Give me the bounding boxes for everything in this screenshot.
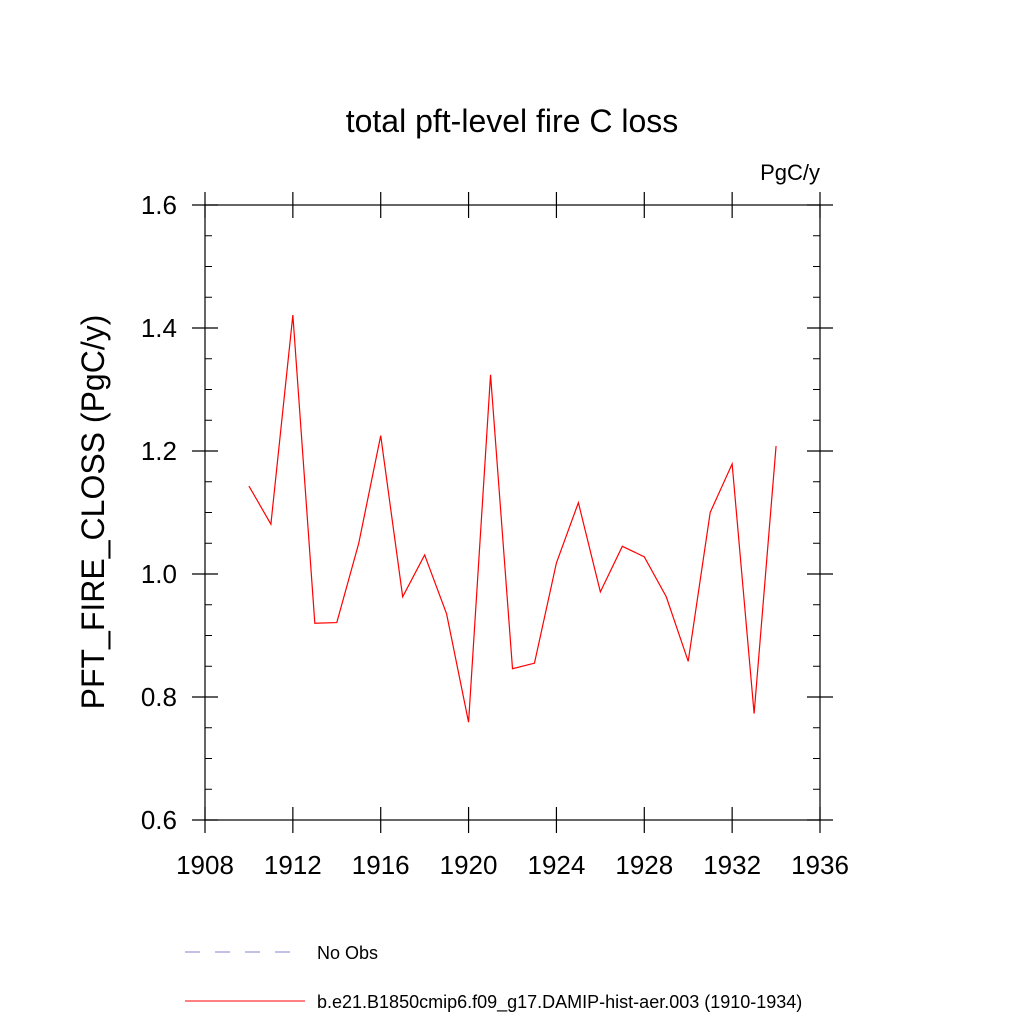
x-tick-label: 1928 bbox=[615, 850, 673, 880]
data-point bbox=[687, 660, 690, 663]
y-tick-label: 1.4 bbox=[141, 313, 177, 343]
data-point bbox=[335, 621, 338, 624]
data-point bbox=[753, 712, 756, 715]
y-tick-label: 1.0 bbox=[141, 559, 177, 589]
data-point bbox=[489, 373, 492, 376]
data-point bbox=[269, 523, 272, 526]
x-tick-label: 1924 bbox=[528, 850, 586, 880]
data-point bbox=[621, 545, 624, 548]
y-ticks: 0.6 0.8 1.0 1.2 1.4 1.6 bbox=[141, 190, 833, 835]
series-line bbox=[248, 315, 777, 723]
data-point bbox=[291, 314, 294, 317]
units-label: PgC/y bbox=[760, 160, 820, 185]
data-point bbox=[357, 542, 360, 545]
series-0 bbox=[247, 314, 778, 724]
data-point bbox=[599, 590, 602, 593]
x-tick-label: 1908 bbox=[176, 850, 234, 880]
y-tick-label: 1.6 bbox=[141, 190, 177, 220]
y-tick-label: 0.6 bbox=[141, 805, 177, 835]
data-point bbox=[379, 434, 382, 437]
data-point bbox=[643, 555, 646, 558]
data-point bbox=[665, 595, 668, 598]
data-point bbox=[555, 561, 558, 564]
plot-frame bbox=[204, 204, 821, 821]
x-ticks: 1908 1912 1916 1920 1924 1928 1932 1936 bbox=[176, 192, 849, 880]
data-point bbox=[511, 667, 514, 670]
data-point bbox=[445, 612, 448, 615]
plot-border bbox=[204, 204, 821, 821]
x-tick-label: 1920 bbox=[440, 850, 498, 880]
series-group bbox=[247, 314, 778, 724]
y-tick-label: 1.2 bbox=[141, 436, 177, 466]
y-minor-ticks bbox=[205, 204, 820, 821]
data-point bbox=[577, 501, 580, 504]
data-point bbox=[731, 462, 734, 465]
data-point bbox=[533, 662, 536, 665]
chart-title: total pft-level fire C loss bbox=[346, 103, 679, 139]
data-point bbox=[247, 485, 250, 488]
legend-label: b.e21.B1850cmip6.f09_g17.DAMIP-hist-aer.… bbox=[317, 992, 802, 1013]
y-axis-label: PFT_FIRE_CLOSS (PgC/y) bbox=[75, 315, 111, 710]
data-point bbox=[467, 721, 470, 724]
data-point bbox=[423, 553, 426, 556]
x-tick-label: 1912 bbox=[264, 850, 322, 880]
data-point bbox=[709, 511, 712, 514]
x-tick-label: 1916 bbox=[352, 850, 410, 880]
legend: No Obs b.e21.B1850cmip6.f09_g17.DAMIP-his… bbox=[185, 943, 802, 1013]
x-tick-label: 1932 bbox=[703, 850, 761, 880]
y-tick-label: 0.8 bbox=[141, 682, 177, 712]
x-tick-label: 1936 bbox=[791, 850, 849, 880]
data-point bbox=[775, 445, 778, 448]
data-point bbox=[313, 622, 316, 625]
data-point bbox=[401, 595, 404, 598]
legend-label: No Obs bbox=[317, 943, 378, 963]
